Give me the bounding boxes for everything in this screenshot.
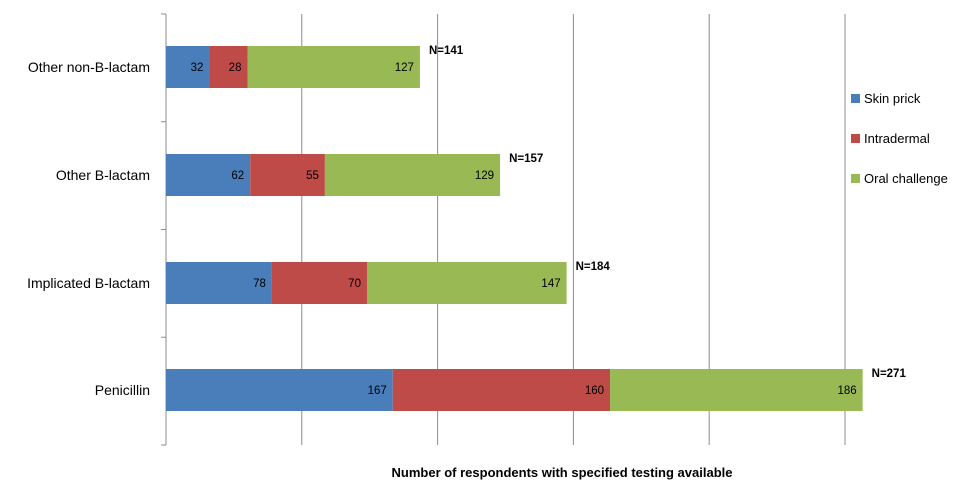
data-label: 160 [585,385,604,397]
legend-label: Oral challenge [864,171,948,186]
bar-intradermal-0 [209,46,248,88]
legend-label: Intradermal [864,131,930,146]
category-label: Penicillin [95,382,150,398]
data-label: 167 [368,385,387,397]
data-label: 70 [348,278,361,290]
x-axis-title: Number of respondents with specified tes… [392,465,733,480]
bar-oral-challenge-0 [247,46,420,88]
data-label: 55 [306,170,319,182]
legend-label: Skin prick [864,91,921,106]
legend-swatch [851,94,860,103]
bar-intradermal-1 [250,154,325,196]
bar-skin-prick-3 [166,369,393,411]
bar-skin-prick-0 [166,46,210,88]
total-labels: N=141 N=157 N=184 N=271 [429,45,907,380]
data-label: 147 [541,278,560,290]
total-label: N=271 [872,368,907,380]
data-label: 28 [229,62,242,74]
data-label: 127 [395,62,414,74]
total-label: N=141 [429,45,464,57]
legend-swatch [851,134,860,143]
bar-skin-prick-2 [166,262,272,304]
bar-oral-challenge-1 [324,154,501,196]
total-label: N=184 [576,261,611,273]
bar-oral-challenge-2 [366,262,567,304]
data-label: 78 [253,278,266,290]
data-label: 186 [837,385,856,397]
data-label: 32 [191,62,204,74]
category-label: Other non-B-lactam [28,59,150,75]
bar-skin-prick-1 [166,154,251,196]
bars [166,46,863,411]
data-label: 62 [231,170,244,182]
bar-intradermal-2 [271,262,367,304]
bar-intradermal-3 [392,369,611,411]
data-label: 129 [475,170,494,182]
total-label: N=157 [509,153,543,165]
legend: Skin prick Intradermal Oral challenge [851,91,948,186]
bar-oral-challenge-3 [610,369,863,411]
legend-swatch [851,174,860,183]
category-label: Implicated B-lactam [27,275,150,291]
y-axis [161,13,167,446]
category-labels: Other non-B-lactam Other B-lactam Implicat… [27,59,150,398]
value-labels: 32 28 127 62 55 129 78 70 147 167 160 186 [191,62,857,397]
category-label: Other B-lactam [56,167,150,183]
